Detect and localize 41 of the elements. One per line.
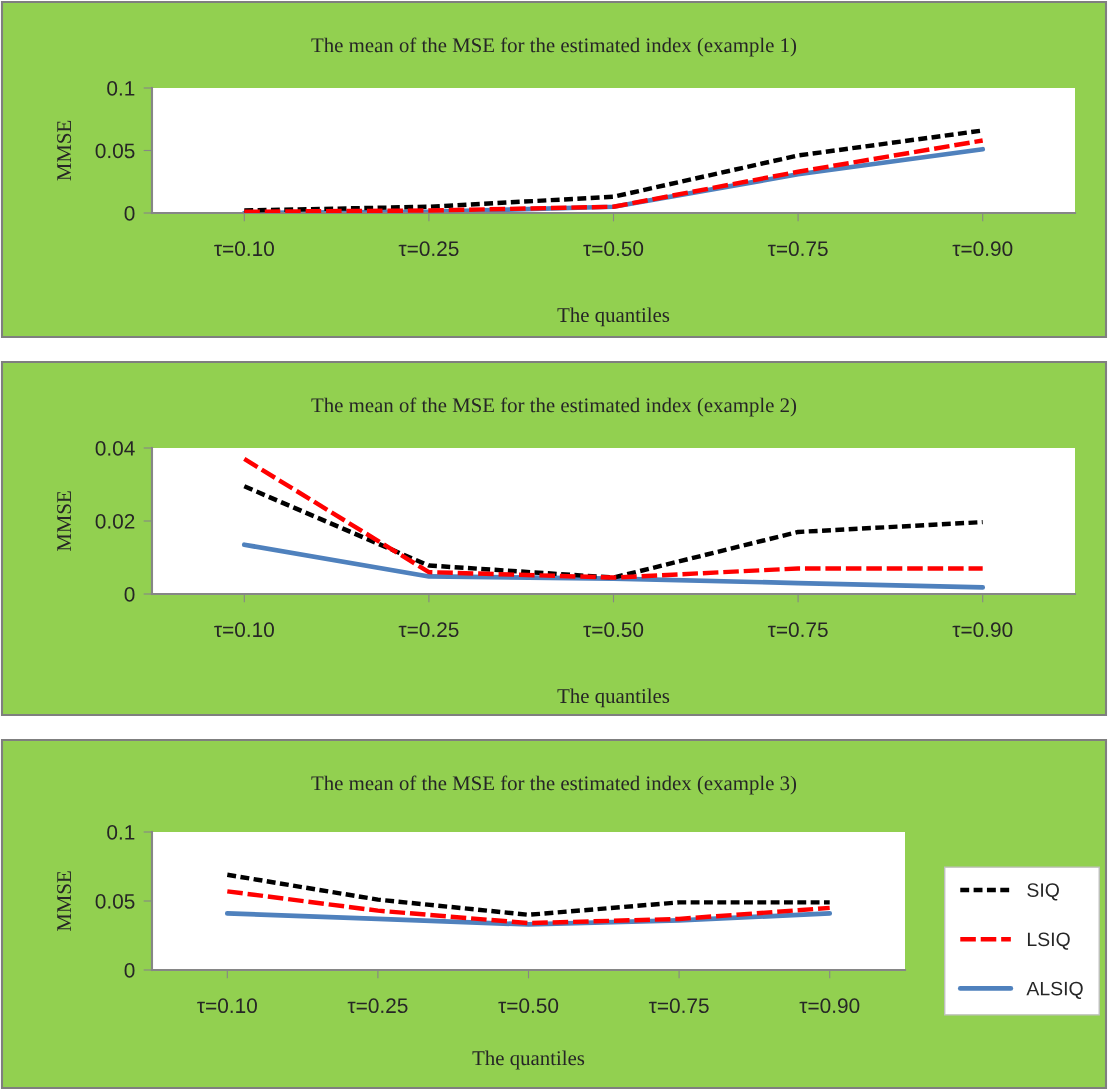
y-tick-label: 0 <box>124 587 135 602</box>
line-series <box>225 872 832 918</box>
legend-label: ALSIQ <box>1026 981 1083 999</box>
x-tick-label: τ=0.90 <box>952 622 1013 638</box>
y-tick-label: 0.05 <box>95 894 135 909</box>
y-tick-label: 0.1 <box>107 825 135 840</box>
legend-label: LSIQ <box>1027 932 1070 950</box>
chart-title: The mean of the MSE for the estimated index (example 1) <box>311 37 797 57</box>
x-tick-label: τ=0.50 <box>583 241 644 257</box>
x-tick-label: τ=0.10 <box>197 998 257 1014</box>
y-axis-title: MMSE <box>57 120 72 181</box>
x-tick-label: τ=0.90 <box>952 241 1013 257</box>
x-tick-label: τ=0.25 <box>347 998 408 1014</box>
x-tick-label: τ=0.90 <box>799 998 860 1014</box>
x-tick-label: τ=0.50 <box>583 622 644 638</box>
x-tick-label: τ=0.75 <box>767 622 828 638</box>
y-tick-label: 0 <box>124 963 135 978</box>
y-axis-title: MMSE <box>57 491 72 552</box>
y-axis-title: MMSE <box>57 871 72 932</box>
y-tick-label: 0 <box>124 206 135 221</box>
legend-label: SIQ <box>1027 883 1059 901</box>
x-tick-label: τ=0.10 <box>214 622 274 638</box>
line-series <box>242 484 985 580</box>
x-axis-title: The quantiles <box>472 1050 585 1070</box>
y-tick-label: 0.04 <box>95 441 135 456</box>
x-axis-title: The quantiles <box>557 307 670 327</box>
y-tick-label: 0.02 <box>95 514 135 529</box>
line-series <box>241 542 986 590</box>
x-tick-label: τ=0.25 <box>398 622 459 638</box>
x-tick-label: τ=0.75 <box>648 998 709 1014</box>
chart-title: The mean of the MSE for the estimated index (example 3) <box>311 775 797 795</box>
line-series <box>225 889 832 926</box>
y-tick-label: 0.1 <box>107 81 135 96</box>
x-tick-label: τ=0.25 <box>398 241 459 257</box>
x-axis-title: The quantiles <box>557 688 670 708</box>
chart-title: The mean of the MSE for the estimated index (example 2) <box>311 397 797 417</box>
x-tick-label: τ=0.75 <box>767 241 828 257</box>
x-tick-label: τ=0.10 <box>214 241 274 257</box>
x-tick-label: τ=0.50 <box>498 998 559 1014</box>
y-tick-label: 0.05 <box>95 143 135 159</box>
line-series <box>242 456 985 580</box>
